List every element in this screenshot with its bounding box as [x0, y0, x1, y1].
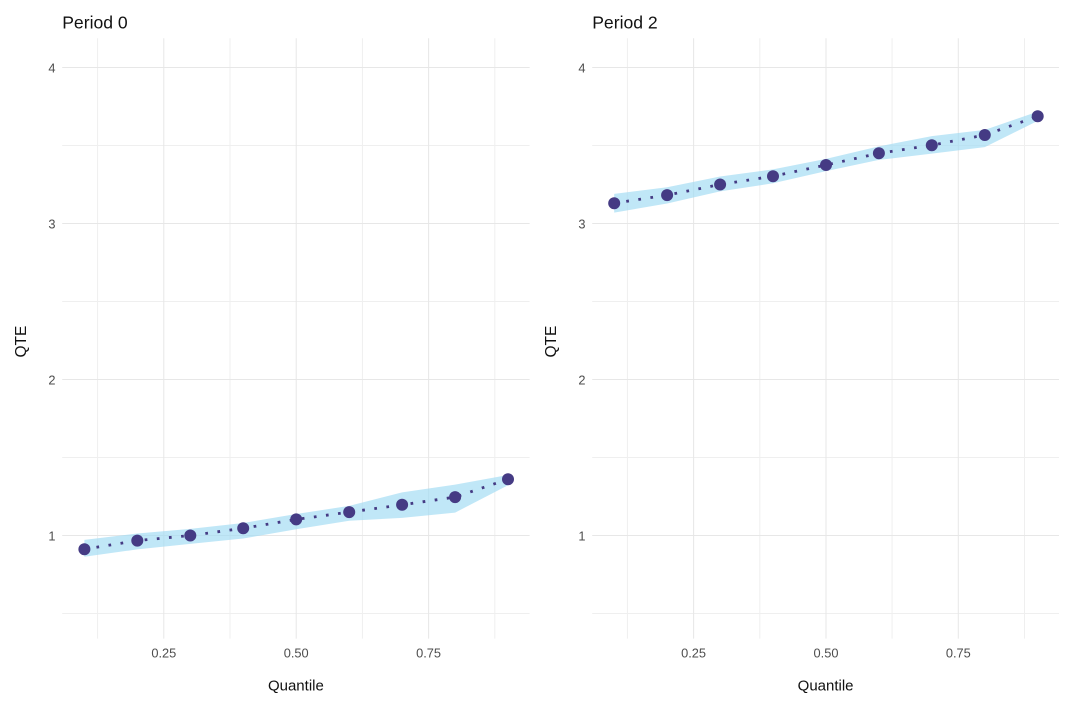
svg-text:1: 1: [578, 528, 585, 543]
svg-text:4: 4: [578, 60, 585, 75]
svg-text:2: 2: [48, 372, 55, 387]
svg-text:0.50: 0.50: [284, 646, 309, 661]
svg-text:Period 0: Period 0: [62, 13, 128, 33]
svg-text:4: 4: [48, 60, 55, 75]
svg-text:0.25: 0.25: [681, 646, 706, 661]
svg-text:QTE: QTE: [13, 326, 30, 358]
svg-text:0.50: 0.50: [814, 646, 839, 661]
svg-text:0.25: 0.25: [151, 646, 176, 661]
svg-text:3: 3: [578, 216, 585, 231]
svg-text:2: 2: [578, 372, 585, 387]
svg-text:0.75: 0.75: [946, 646, 971, 661]
svg-text:3: 3: [48, 216, 55, 231]
svg-text:Quantile: Quantile: [268, 678, 324, 695]
svg-text:1: 1: [48, 528, 55, 543]
svg-text:QTE: QTE: [543, 326, 560, 358]
svg-text:Period 2: Period 2: [592, 13, 658, 33]
svg-text:Quantile: Quantile: [798, 678, 854, 695]
svg-text:0.75: 0.75: [416, 646, 441, 661]
